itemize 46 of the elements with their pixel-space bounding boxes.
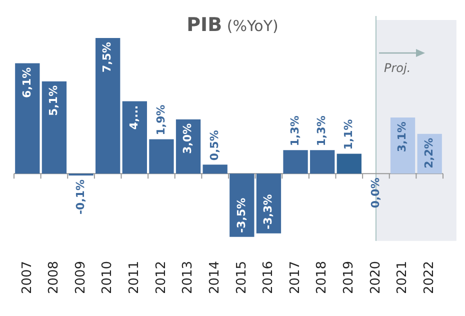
bar bbox=[149, 139, 174, 174]
data-label: 5,1% bbox=[47, 85, 60, 116]
bar bbox=[390, 118, 416, 174]
data-label: 2,2% bbox=[422, 138, 436, 168]
data-label: 1,1% bbox=[342, 119, 356, 150]
x-tick-label: 2016 bbox=[261, 260, 276, 294]
x-tick-label: 2017 bbox=[288, 260, 303, 294]
bar bbox=[230, 174, 254, 237]
data-label: 3,0% bbox=[181, 123, 194, 154]
x-tick-label: 2011 bbox=[127, 260, 142, 294]
x-tick-label: 2019 bbox=[342, 260, 357, 294]
x-tick-label: 2021 bbox=[395, 260, 410, 294]
data-label: -3,5% bbox=[234, 198, 248, 233]
data-label: -3,3% bbox=[262, 194, 275, 230]
x-tick-label: 2012 bbox=[154, 260, 169, 294]
bar bbox=[122, 101, 147, 174]
data-label: 1,9% bbox=[154, 104, 168, 136]
bar bbox=[336, 154, 362, 174]
band-label: Proj. bbox=[384, 61, 411, 76]
data-label: 6,1% bbox=[20, 67, 34, 98]
x-tick-label: 2013 bbox=[180, 260, 196, 294]
x-tick-label: 2015 bbox=[234, 260, 250, 294]
bar bbox=[15, 63, 40, 174]
bar bbox=[310, 150, 335, 174]
x-tick-label: 2007 bbox=[20, 260, 35, 294]
x-tick-label: 2022 bbox=[422, 260, 437, 294]
x-tick-label: 2009 bbox=[73, 260, 88, 294]
data-label: -0,1% bbox=[74, 179, 87, 215]
x-tick-label: 2010 bbox=[100, 260, 116, 294]
bar bbox=[202, 164, 228, 174]
chart-title: PIB (%YoY) bbox=[186, 14, 280, 36]
data-label: 1,3% bbox=[315, 116, 328, 146]
data-label: 1,3% bbox=[288, 116, 302, 146]
bar bbox=[256, 174, 282, 234]
x-tick-label: 2020 bbox=[368, 260, 384, 294]
x-tick-label: 2008 bbox=[46, 260, 62, 294]
bar bbox=[96, 38, 120, 174]
x-tick-label: 2018 bbox=[314, 260, 330, 294]
data-label: 0,0% bbox=[368, 178, 382, 208]
data-label: 7,5% bbox=[100, 42, 114, 72]
bar bbox=[42, 81, 67, 174]
x-tick-label: 2014 bbox=[207, 260, 222, 294]
bar bbox=[283, 150, 308, 174]
data-label: 0,5% bbox=[208, 130, 221, 161]
data-label: 4,... bbox=[128, 105, 141, 130]
data-label: 3,1% bbox=[396, 122, 409, 152]
